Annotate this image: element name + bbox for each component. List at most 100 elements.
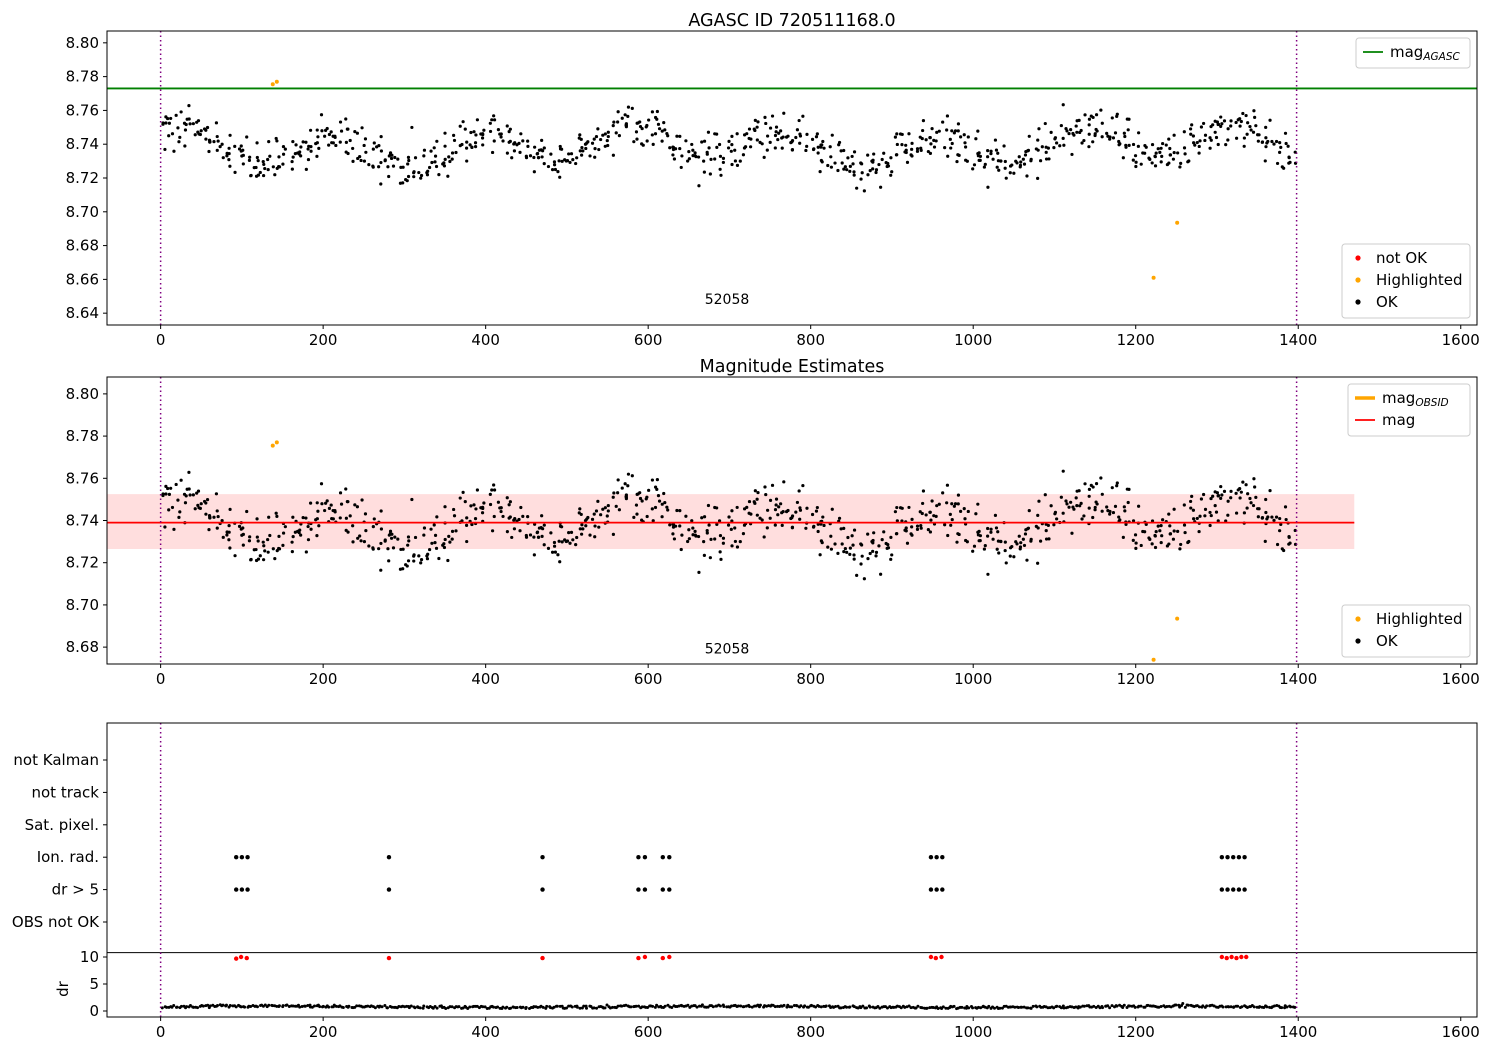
ok-point (889, 535, 893, 539)
ok-point (388, 529, 393, 533)
ok-point (895, 519, 899, 523)
ok-point (1186, 160, 1190, 164)
ok-point (726, 146, 731, 150)
ok-point (1069, 128, 1073, 132)
ok-point (1094, 113, 1099, 117)
ok-point (719, 557, 723, 561)
ok-point (507, 503, 511, 507)
ok-point (874, 170, 878, 175)
ok-point (1091, 485, 1095, 489)
ok-point (1074, 124, 1078, 128)
ok-point (1159, 540, 1163, 545)
dr-point (998, 1006, 1002, 1010)
ok-point (860, 543, 864, 547)
ok-point (1253, 115, 1257, 120)
flag-point (245, 887, 250, 892)
ok-point (1139, 162, 1143, 166)
ok-point (473, 141, 478, 145)
dr-point (1186, 1003, 1190, 1007)
ok-point (413, 156, 418, 160)
ok-point (1199, 497, 1204, 501)
ok-point (995, 165, 999, 169)
ok-point (1220, 493, 1224, 497)
ok-point (774, 125, 779, 129)
dr-point (215, 1004, 219, 1008)
ok-point (524, 533, 528, 538)
ok-point (810, 137, 815, 142)
ok-point (1039, 159, 1043, 163)
ok-point (829, 165, 834, 169)
ok-point (1153, 545, 1158, 550)
ok-point (309, 527, 313, 531)
ok-point (468, 143, 472, 147)
ok-point (508, 139, 512, 143)
ok-point (553, 167, 558, 172)
ok-point (1251, 130, 1256, 134)
ok-point (435, 139, 439, 143)
ok-point (671, 532, 675, 536)
dr-point (409, 1004, 413, 1008)
y-axis: 8.648.668.688.708.728.748.768.788.80 (66, 34, 107, 322)
ok-point (1018, 547, 1022, 551)
ok-point (1153, 533, 1157, 538)
ok-point (1059, 495, 1063, 499)
x-tick-label: 400 (471, 1023, 500, 1041)
ok-point (673, 524, 678, 528)
ok-point (777, 131, 781, 135)
ok-point (505, 151, 510, 155)
ok-point (1234, 491, 1238, 495)
ok-point (678, 146, 682, 151)
ok-point (422, 526, 427, 530)
ok-point (1234, 511, 1239, 515)
ok-point (989, 527, 993, 531)
ok-point (567, 531, 571, 535)
legend-marker (1355, 277, 1361, 283)
ok-point (735, 505, 739, 510)
dr-point (1121, 1006, 1125, 1010)
ok-point (971, 167, 975, 171)
ok-point (1159, 160, 1163, 164)
ok-points (161, 103, 1298, 193)
ok-point (829, 547, 834, 551)
ok-point (1195, 516, 1199, 521)
ok-point (371, 164, 375, 168)
ok-point (377, 165, 381, 169)
ok-point (672, 157, 677, 161)
ok-point (496, 127, 501, 132)
ok-point (749, 512, 753, 516)
ok-point (904, 150, 908, 155)
ok-point (490, 529, 495, 533)
ok-point (241, 543, 245, 547)
ok-point (921, 489, 926, 493)
ok-point (266, 550, 270, 554)
ok-point (733, 526, 737, 530)
ok-point (829, 155, 833, 159)
ok-point (702, 540, 706, 544)
ok-point (233, 554, 237, 558)
ok-point (383, 539, 387, 543)
ok-point (910, 525, 914, 529)
ok-point (671, 153, 675, 157)
ok-point (447, 534, 451, 538)
ok-point (657, 127, 662, 131)
ok-point (432, 146, 436, 150)
ok-point (842, 550, 846, 554)
ok-point (821, 139, 825, 144)
ok-point (499, 135, 503, 139)
ok-point (937, 502, 941, 506)
dr-point (624, 1003, 628, 1007)
ok-point (1044, 529, 1048, 533)
ok-point (719, 173, 723, 177)
dr-point (1020, 1005, 1024, 1009)
y-tick-label: 8.64 (66, 304, 99, 322)
ok-point (860, 554, 864, 558)
ok-point (991, 157, 995, 161)
ok-point (490, 488, 494, 492)
ok-point (290, 550, 294, 554)
dr-point (481, 1005, 485, 1009)
dr-point (585, 1006, 589, 1010)
ok-point (185, 117, 189, 121)
ok-point (526, 515, 530, 519)
ok-point (492, 139, 496, 143)
legend-label: Highlighted (1376, 271, 1462, 289)
